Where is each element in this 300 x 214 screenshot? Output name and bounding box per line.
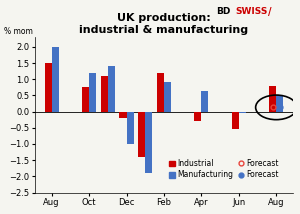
Bar <box>239 111 246 113</box>
Bar <box>108 66 115 111</box>
Bar <box>101 76 108 111</box>
Bar <box>138 111 145 157</box>
Bar <box>201 91 208 111</box>
Bar <box>194 111 201 121</box>
Bar <box>164 82 171 111</box>
Bar <box>89 73 96 111</box>
Text: /: / <box>268 7 272 18</box>
Bar <box>52 47 59 111</box>
Text: % mom: % mom <box>4 27 33 36</box>
Bar <box>119 111 127 118</box>
Text: BD: BD <box>216 7 230 16</box>
Bar <box>145 111 152 173</box>
Title: UK production:
industrial & manufacturing: UK production: industrial & manufacturin… <box>80 13 248 35</box>
Bar <box>127 111 134 144</box>
Bar <box>276 95 283 111</box>
Bar <box>45 63 52 111</box>
Bar <box>157 73 164 111</box>
Bar <box>269 86 276 111</box>
Legend: Industrial, Manufacturing, Forecast, Forecast: Industrial, Manufacturing, Forecast, For… <box>166 156 281 183</box>
Bar <box>82 87 89 111</box>
Text: SWISS: SWISS <box>236 7 268 16</box>
Bar <box>232 111 239 129</box>
